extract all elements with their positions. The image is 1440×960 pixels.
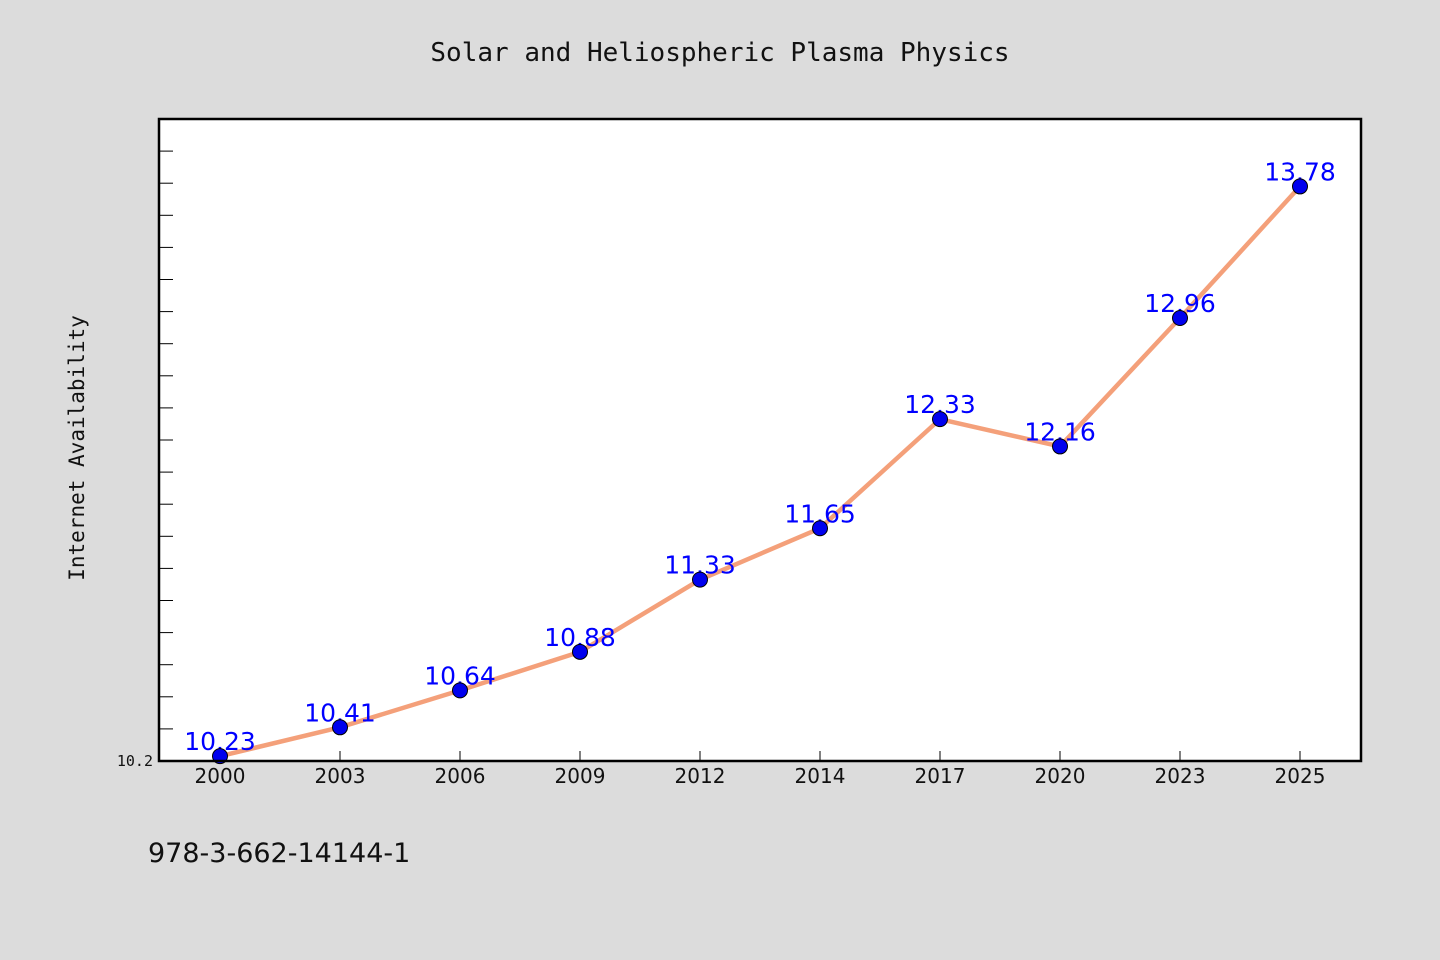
- x-tick-label-2003: 2003: [315, 764, 366, 788]
- x-tick-label-2006: 2006: [435, 764, 486, 788]
- x-tick-label-2014: 2014: [795, 764, 846, 788]
- chart-title: Solar and Heliospheric Plasma Physics: [430, 38, 1009, 68]
- plot-area: [159, 119, 1361, 761]
- data-point-2009: [572, 643, 588, 660]
- x-tick-label-2025: 2025: [1275, 764, 1326, 788]
- x-tick-label-2000: 2000: [195, 764, 246, 788]
- data-point-2025: [1292, 178, 1308, 195]
- x-tick-label-2012: 2012: [675, 764, 726, 788]
- series-line-group: [217, 184, 1303, 759]
- x-tick-label-2023: 2023: [1155, 764, 1206, 788]
- x-tick-label-2009: 2009: [555, 764, 606, 788]
- x-tick-label-2020: 2020: [1035, 764, 1086, 788]
- isbn-footer: 978-3-662-14144-1: [148, 838, 410, 869]
- y-axis-label: Internet Availability: [65, 315, 89, 581]
- y-axis-tick-labels: 10.2: [117, 752, 153, 770]
- data-point-2023: [1172, 310, 1188, 327]
- y-tick-label-0: 10.2: [117, 752, 153, 770]
- plot-frame: [157, 117, 1363, 763]
- y-minor-ticks: [159, 150, 173, 730]
- data-point-2020: [1052, 438, 1068, 455]
- data-point-2017: [932, 411, 948, 428]
- data-point-2006: [452, 682, 468, 699]
- x-tick-label-2017: 2017: [915, 764, 966, 788]
- data-point-2012: [692, 571, 708, 588]
- data-point-2014: [812, 520, 828, 537]
- data-markers-group: [212, 178, 1308, 765]
- data-point-2003: [332, 719, 348, 736]
- series-line: [217, 184, 1303, 759]
